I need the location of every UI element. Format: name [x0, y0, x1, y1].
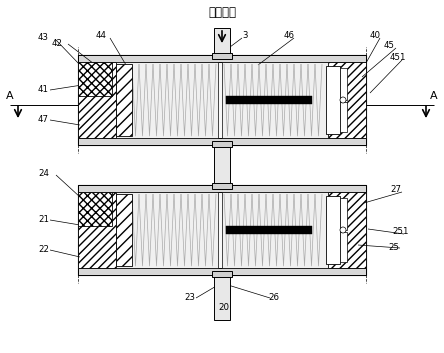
Bar: [328, 62, 366, 138]
Text: 25: 25: [388, 244, 399, 252]
Bar: [340, 68, 347, 100]
Text: 27: 27: [390, 185, 401, 195]
Bar: [116, 194, 132, 266]
Bar: [340, 102, 347, 132]
Bar: [226, 96, 312, 104]
Bar: [326, 66, 340, 134]
Bar: [214, 275, 230, 320]
Text: 3: 3: [242, 30, 247, 40]
Text: 合闸方向: 合闸方向: [208, 6, 236, 18]
Text: 42: 42: [52, 38, 63, 48]
Bar: [116, 192, 218, 268]
Bar: [340, 232, 347, 262]
Bar: [78, 185, 366, 192]
Bar: [212, 271, 232, 277]
Bar: [78, 138, 366, 145]
Text: 22: 22: [38, 245, 49, 255]
Bar: [78, 55, 366, 145]
Text: 46: 46: [284, 31, 295, 41]
Bar: [78, 62, 116, 138]
Text: 47: 47: [38, 115, 49, 125]
Text: 21: 21: [38, 215, 49, 225]
Bar: [222, 192, 328, 268]
Bar: [214, 145, 230, 185]
Bar: [340, 198, 347, 230]
Text: A: A: [6, 91, 14, 101]
Text: A: A: [430, 91, 438, 101]
Text: 45: 45: [384, 42, 395, 50]
Circle shape: [340, 227, 346, 233]
Bar: [78, 55, 366, 62]
Bar: [78, 62, 112, 96]
Circle shape: [340, 97, 346, 103]
Bar: [214, 28, 230, 55]
Bar: [212, 53, 232, 59]
Text: 20: 20: [218, 304, 229, 312]
Bar: [222, 62, 328, 138]
Bar: [226, 226, 312, 234]
Text: 41: 41: [38, 85, 49, 95]
Bar: [212, 183, 232, 189]
Bar: [328, 192, 366, 268]
Text: 26: 26: [268, 293, 279, 303]
Text: 43: 43: [38, 34, 49, 42]
Text: 251: 251: [392, 227, 408, 237]
Text: 40: 40: [370, 31, 381, 41]
Bar: [116, 62, 218, 138]
Bar: [78, 185, 366, 275]
Text: 23: 23: [184, 293, 195, 303]
Bar: [212, 141, 232, 147]
Text: 44: 44: [96, 31, 107, 41]
Bar: [78, 192, 112, 226]
Text: 451: 451: [390, 54, 407, 62]
Bar: [326, 196, 340, 264]
Text: 24: 24: [38, 169, 49, 179]
Bar: [78, 268, 366, 275]
Bar: [78, 192, 116, 268]
Bar: [116, 64, 132, 136]
